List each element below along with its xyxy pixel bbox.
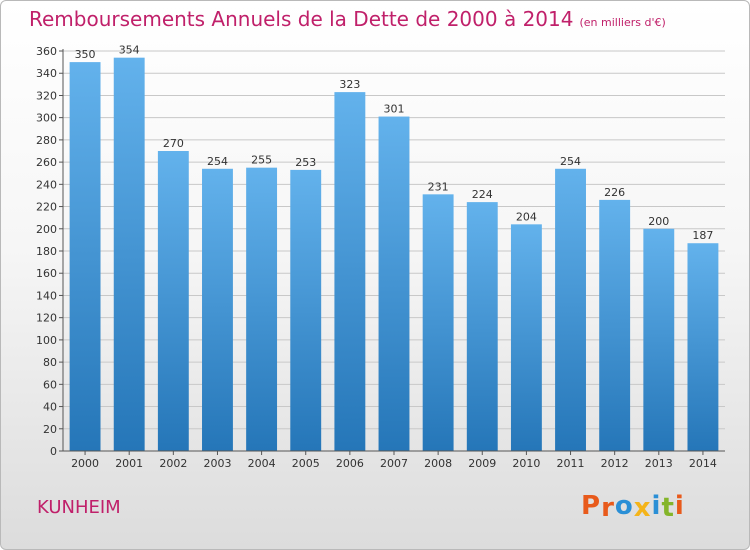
proxiti-logo: Proxiti xyxy=(581,491,685,523)
y-tick-label: 300 xyxy=(36,112,57,125)
data-label-2005: 253 xyxy=(295,156,316,169)
x-tick-label-2003: 2003 xyxy=(203,457,231,470)
y-tick-label: 220 xyxy=(36,201,57,214)
data-label-2009: 224 xyxy=(472,188,493,201)
y-tick-label: 80 xyxy=(43,356,57,369)
bar-2003 xyxy=(202,168,233,451)
logo-letter: o xyxy=(614,491,634,521)
y-tick-label: 40 xyxy=(43,401,57,414)
bar-2007 xyxy=(378,116,410,452)
y-tick-label: 160 xyxy=(36,267,57,280)
data-label-2013: 200 xyxy=(648,215,669,228)
data-label-2012: 226 xyxy=(604,186,625,199)
bar-2014 xyxy=(687,243,719,451)
data-label-2004: 255 xyxy=(251,154,272,167)
x-tick-label-2010: 2010 xyxy=(512,457,540,470)
bar-2008 xyxy=(422,194,454,452)
y-tick-label: 260 xyxy=(36,156,57,169)
commune-name: KUNHEIM xyxy=(37,497,121,518)
y-tick-label: 140 xyxy=(36,289,57,302)
logo-letter: t xyxy=(661,493,675,523)
y-tick-label: 20 xyxy=(43,423,57,436)
x-tick-label-2005: 2005 xyxy=(292,457,320,470)
x-tick-label-2014: 2014 xyxy=(689,457,717,470)
x-tick-label-2011: 2011 xyxy=(557,457,585,470)
logo-letter: P xyxy=(581,491,602,521)
chart-title-unit: (en milliers d'€) xyxy=(579,16,666,29)
data-label-2010: 204 xyxy=(516,210,537,223)
x-tick-label-2009: 2009 xyxy=(468,457,496,470)
bar-2009 xyxy=(466,202,498,451)
y-tick-label: 60 xyxy=(43,378,57,391)
y-tick-label: 280 xyxy=(36,134,57,147)
y-tick-label: 340 xyxy=(36,67,57,80)
bar-2006 xyxy=(334,92,366,451)
y-tick-label: 0 xyxy=(50,445,57,458)
bar-2004 xyxy=(246,167,278,451)
data-label-2008: 231 xyxy=(428,180,449,193)
bar-2012 xyxy=(599,199,631,451)
chart-title-main: Remboursements Annuels de la Dette de 20… xyxy=(29,7,574,31)
y-tick-label: 360 xyxy=(36,45,57,58)
x-tick-label-2001: 2001 xyxy=(115,457,143,470)
x-tick-label-2000: 2000 xyxy=(71,457,99,470)
data-label-2003: 254 xyxy=(207,155,228,168)
x-tick-label-2008: 2008 xyxy=(424,457,452,470)
data-label-2006: 323 xyxy=(339,78,360,91)
bar-2013 xyxy=(643,228,675,451)
data-label-2001: 354 xyxy=(119,44,140,57)
bar-2000 xyxy=(69,62,101,451)
x-tick-label-2012: 2012 xyxy=(601,457,629,470)
chart-title: Remboursements Annuels de la Dette de 20… xyxy=(29,7,666,31)
bar-2001 xyxy=(113,57,145,452)
x-tick-label-2004: 2004 xyxy=(248,457,276,470)
logo-letter: i xyxy=(674,491,685,521)
x-tick-label-2007: 2007 xyxy=(380,457,408,470)
data-label-2002: 270 xyxy=(163,137,184,150)
y-tick-label: 180 xyxy=(36,245,57,258)
y-tick-label: 100 xyxy=(36,334,57,347)
logo-letter: x xyxy=(633,493,652,523)
data-label-2014: 187 xyxy=(692,229,713,242)
x-tick-label-2013: 2013 xyxy=(645,457,673,470)
y-tick-label: 120 xyxy=(36,312,57,325)
bar-2002 xyxy=(157,151,189,451)
data-label-2011: 254 xyxy=(560,155,581,168)
x-tick-label-2002: 2002 xyxy=(159,457,187,470)
data-label-2000: 350 xyxy=(75,48,96,61)
y-tick-label: 240 xyxy=(36,178,57,191)
bar-2010 xyxy=(510,224,542,451)
y-tick-label: 320 xyxy=(36,89,57,102)
bar-2005 xyxy=(290,169,322,451)
logo-letter: i xyxy=(651,491,662,521)
x-tick-label-2006: 2006 xyxy=(336,457,364,470)
data-label-2007: 301 xyxy=(384,103,405,116)
y-tick-label: 200 xyxy=(36,223,57,236)
bar-2011 xyxy=(555,168,586,451)
logo-letter: r xyxy=(601,493,615,523)
